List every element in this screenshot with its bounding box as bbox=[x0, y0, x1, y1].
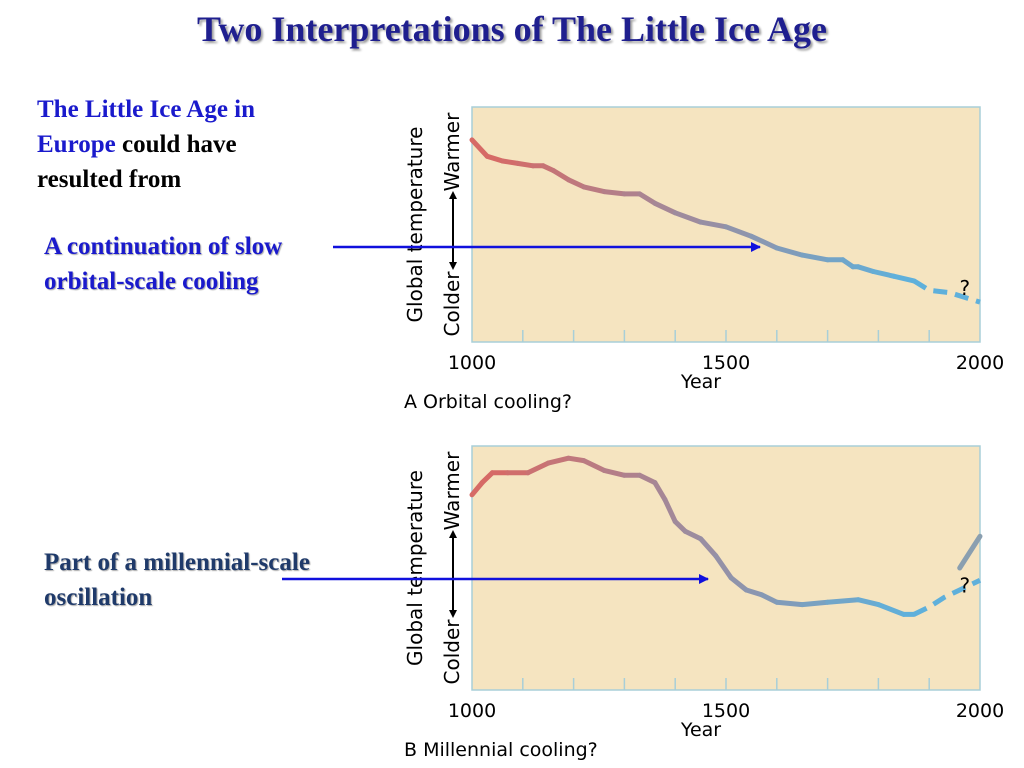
series-segment bbox=[515, 160, 536, 169]
series-segment bbox=[855, 597, 881, 608]
series-segment bbox=[748, 233, 780, 251]
series-segment bbox=[469, 480, 485, 498]
chart-caption: B Millennial cooling? bbox=[404, 739, 598, 761]
x-tick-label: 1500 bbox=[702, 700, 750, 722]
series-segment bbox=[728, 575, 749, 593]
series-segment bbox=[875, 602, 907, 617]
x-tick-label: 1500 bbox=[702, 352, 750, 374]
y-axis-label: Global temperature bbox=[403, 470, 427, 666]
chart-b: ? 1000 1500 2000 Year B Millennial cooling? Gl… bbox=[403, 445, 1004, 761]
series-segment bbox=[545, 455, 571, 466]
series-segment bbox=[581, 184, 607, 195]
y-colder-label: Colder bbox=[440, 271, 464, 337]
intro-rest: could have resulted from bbox=[37, 131, 237, 193]
series-segment bbox=[601, 467, 627, 478]
series-segment bbox=[759, 592, 780, 605]
slide-title: Two Interpretations of The Little Ice Ag… bbox=[197, 9, 827, 49]
series-segment bbox=[698, 219, 729, 230]
series-segment bbox=[672, 210, 704, 225]
x-tick-label: 1000 bbox=[448, 352, 496, 374]
series-segment bbox=[652, 480, 668, 503]
series-dashed-line bbox=[912, 278, 981, 305]
series-segment bbox=[652, 200, 678, 216]
chart-caption: A Orbital cooling? bbox=[404, 391, 572, 413]
chart-a: ? 1000 1500 2000 Year A Orbital cooling? Globa… bbox=[403, 106, 1004, 413]
question-annotation: ? bbox=[959, 276, 970, 300]
intro-highlight: The Little Ice Age in Europe bbox=[37, 96, 256, 158]
series-segment bbox=[743, 587, 765, 598]
series-segment bbox=[855, 264, 876, 274]
series-segment bbox=[601, 189, 627, 197]
x-tick-label: 2000 bbox=[956, 352, 1004, 374]
series-segment bbox=[891, 273, 917, 284]
y-axis-label: Global temperature bbox=[403, 127, 427, 323]
series-segment bbox=[484, 153, 505, 164]
series-segment bbox=[723, 224, 754, 239]
question-annotation: ? bbox=[959, 573, 970, 597]
x-axis-label: Year bbox=[680, 719, 721, 741]
series-segment bbox=[581, 458, 607, 473]
series-segment bbox=[525, 460, 551, 476]
series-segment bbox=[566, 455, 587, 464]
series-segment bbox=[957, 533, 983, 571]
series-segment bbox=[698, 536, 719, 559]
series-segment bbox=[799, 252, 831, 263]
intro-text: The Little Ice Age in Europe could have … bbox=[37, 92, 327, 197]
label-orbital-cooling: A continuation of slow orbital-scale coo… bbox=[44, 233, 283, 295]
y-warmer-label: Warmer bbox=[440, 451, 464, 530]
series-segment bbox=[637, 472, 658, 486]
series-segment bbox=[825, 597, 861, 605]
series-segment bbox=[774, 245, 805, 258]
x-tick-label: 2000 bbox=[956, 700, 1004, 722]
series-segment bbox=[500, 158, 521, 166]
series-segment bbox=[774, 599, 805, 608]
x-tick-label: 1000 bbox=[448, 700, 496, 722]
series-segment bbox=[662, 497, 678, 525]
series-segment bbox=[870, 269, 897, 279]
series-segment bbox=[713, 553, 734, 581]
series-segment bbox=[637, 191, 658, 206]
y-colder-label: Colder bbox=[440, 619, 464, 685]
series-segment bbox=[799, 599, 831, 608]
x-axis-label: Year bbox=[680, 371, 721, 393]
y-warmer-label: Warmer bbox=[440, 112, 464, 191]
series-segment bbox=[469, 137, 490, 159]
series-segment bbox=[550, 168, 571, 183]
series-segment bbox=[566, 177, 587, 190]
label-millennial-oscillation: Part of a millennial-scale oscillation bbox=[44, 549, 310, 611]
series-segment bbox=[682, 528, 704, 542]
series-dashed-line bbox=[912, 577, 982, 617]
